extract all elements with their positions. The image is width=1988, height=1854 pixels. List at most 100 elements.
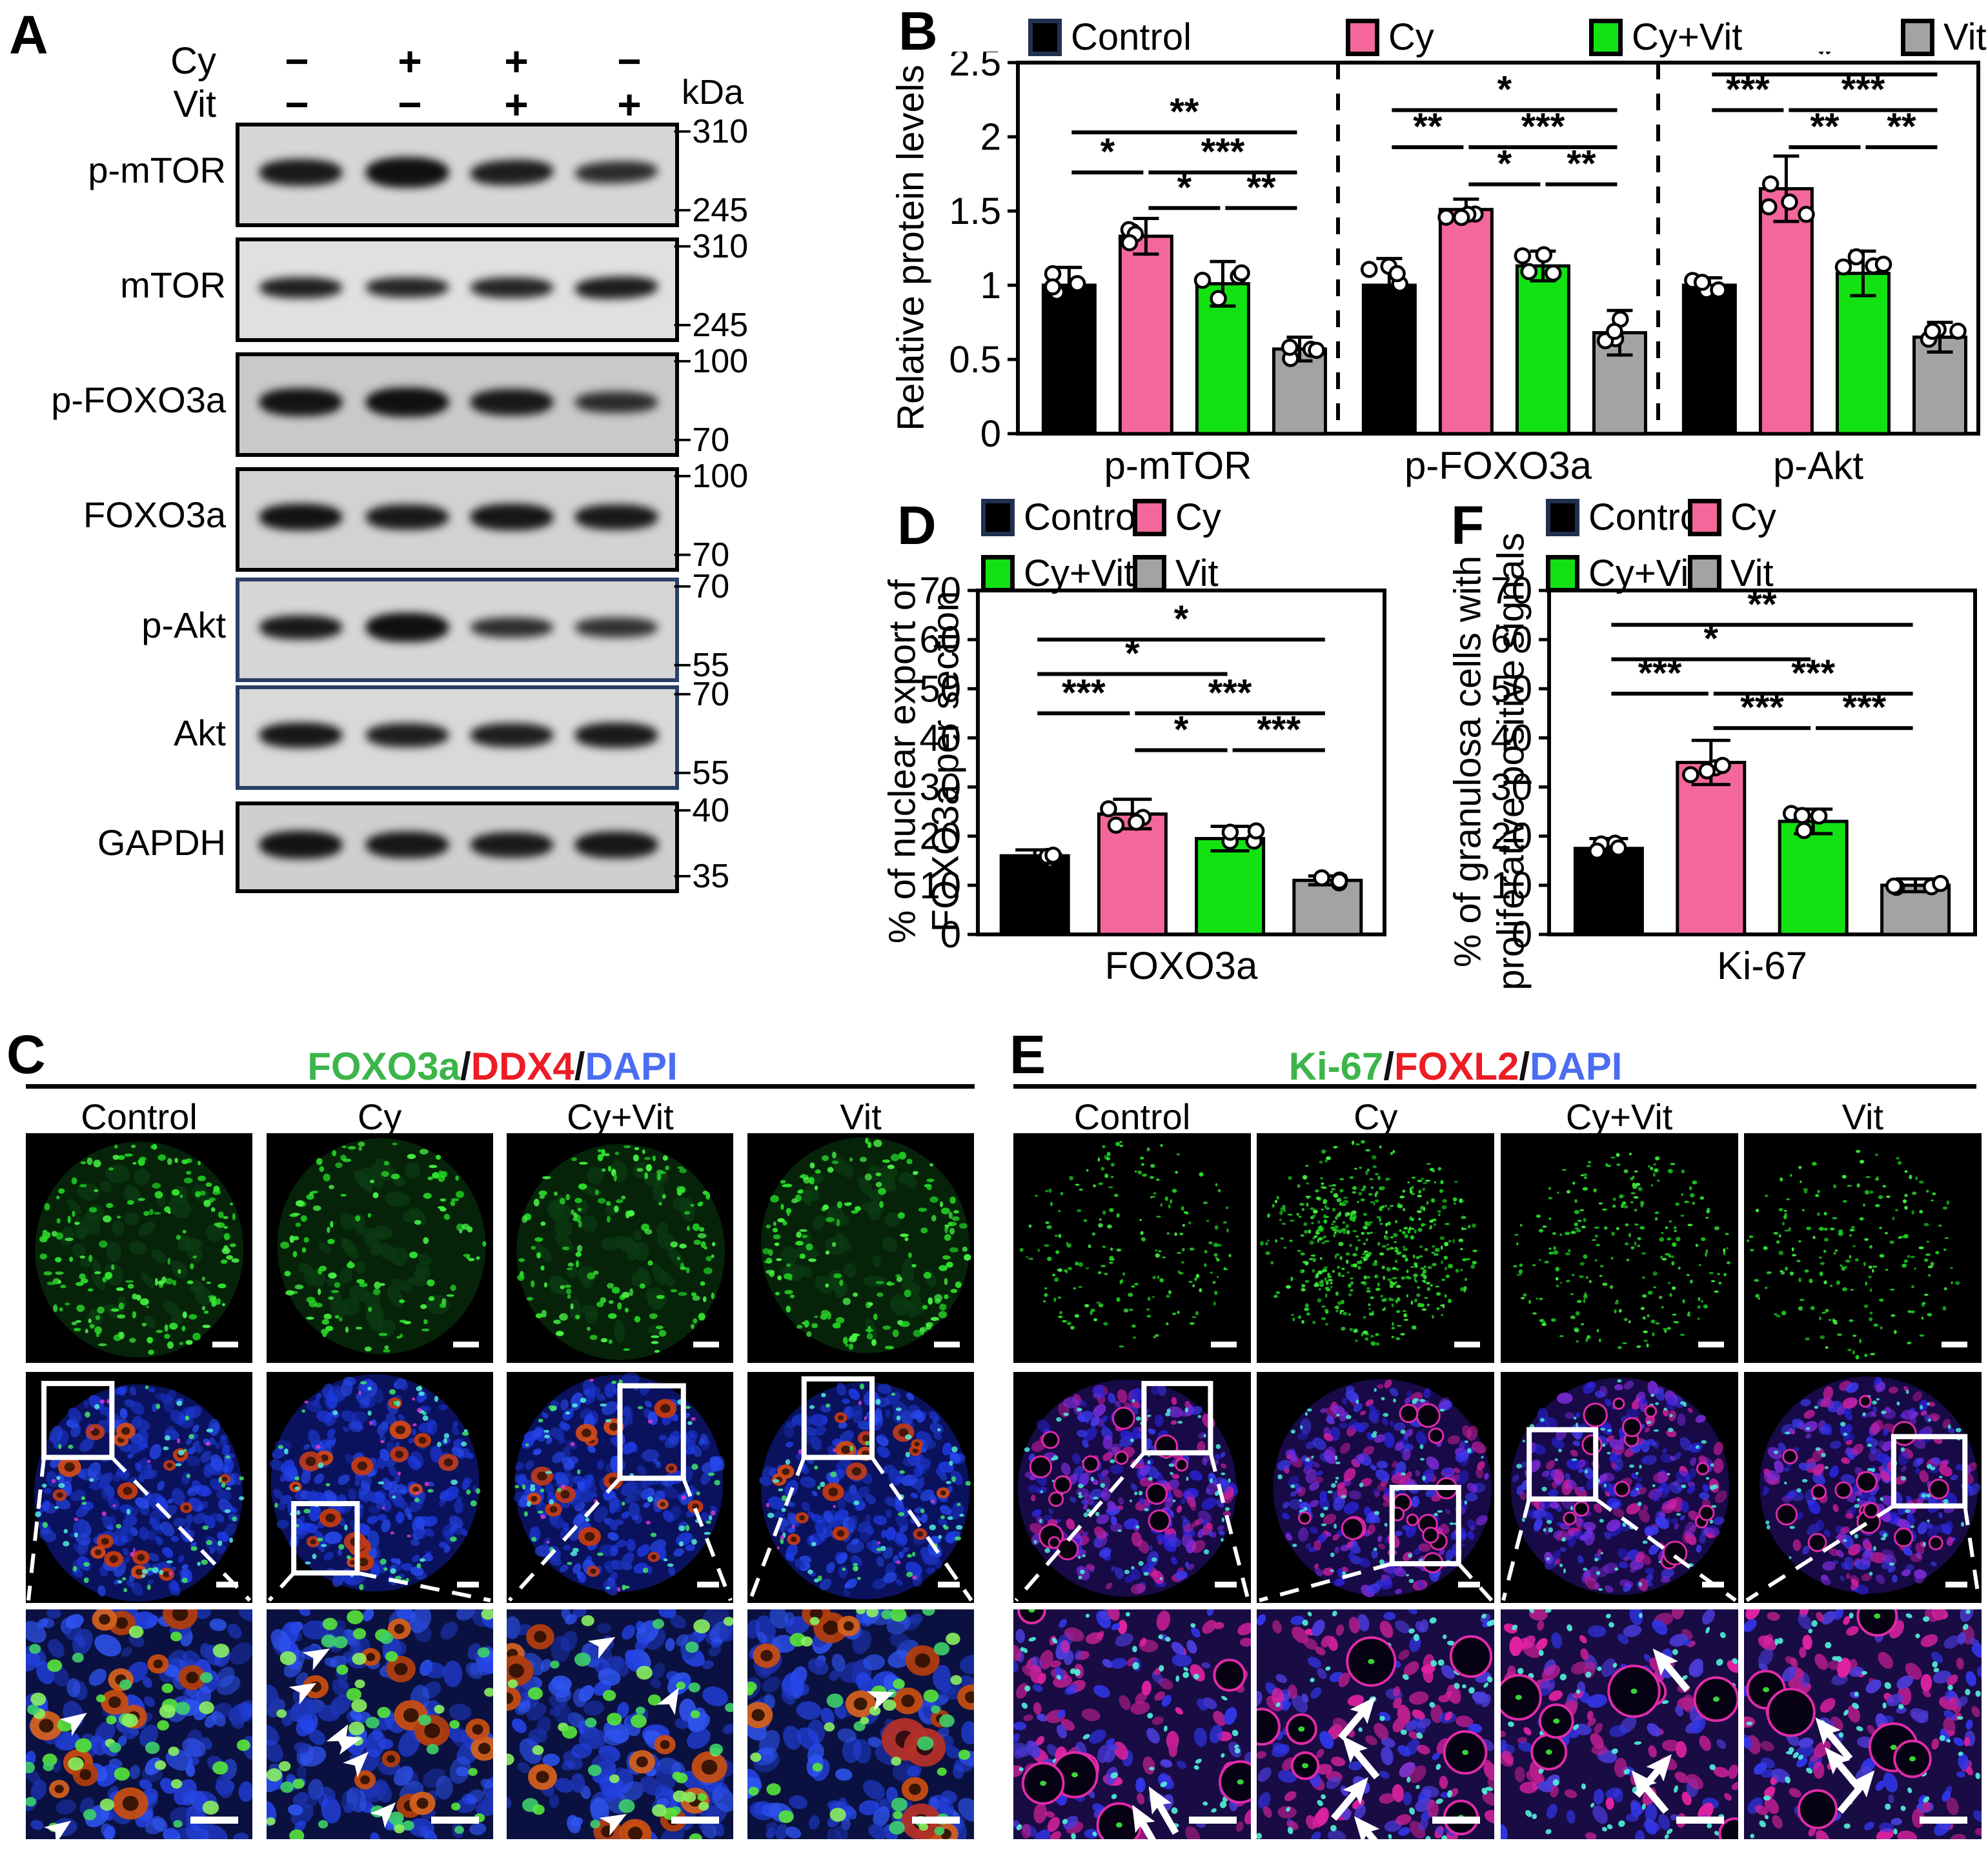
condition-symbol: − bbox=[285, 81, 309, 128]
cell-signal bbox=[1879, 1226, 1882, 1229]
cell-signal bbox=[628, 1442, 638, 1453]
cell-signal bbox=[399, 1488, 408, 1495]
cell-signal bbox=[640, 1283, 646, 1289]
cell-signal bbox=[1884, 1232, 1889, 1234]
cell-signal bbox=[773, 1234, 781, 1240]
cell-signal bbox=[663, 1155, 669, 1161]
cell-signal bbox=[1673, 1226, 1676, 1229]
cell-signal bbox=[296, 1715, 314, 1737]
cell-signal bbox=[1321, 1185, 1324, 1189]
cell-signal bbox=[1903, 1234, 1909, 1239]
cell-signal bbox=[1301, 1287, 1306, 1292]
cell-signal bbox=[325, 1513, 336, 1523]
cell-signal bbox=[1554, 1267, 1559, 1272]
cell-signal bbox=[1559, 1282, 1562, 1284]
column-header-cy-vit: Cy+Vit bbox=[567, 1096, 674, 1137]
cell-signal bbox=[1332, 1269, 1335, 1273]
cell-signal bbox=[332, 1573, 344, 1587]
cell-signal bbox=[1083, 1503, 1088, 1510]
cell-signal bbox=[126, 1508, 131, 1515]
cell-signal bbox=[858, 1176, 873, 1197]
blot-protein-label: p-FOXO3a bbox=[51, 379, 226, 420]
blot-band bbox=[470, 389, 553, 415]
cell-signal bbox=[415, 1386, 422, 1391]
cell-signal bbox=[1424, 1247, 1429, 1251]
cell-signal bbox=[99, 1799, 114, 1811]
cell-signal bbox=[296, 1510, 301, 1515]
cell-signal bbox=[1612, 1197, 1616, 1202]
cell-signal bbox=[560, 1399, 569, 1411]
cell-signal bbox=[160, 1521, 175, 1537]
cell-signal bbox=[937, 1768, 947, 1776]
cell-signal bbox=[824, 1722, 835, 1732]
cell-signal bbox=[778, 1525, 785, 1533]
cell-signal bbox=[1321, 1208, 1324, 1211]
cell-signal bbox=[1951, 1281, 1953, 1284]
cell-signal bbox=[1317, 1270, 1323, 1275]
cell-signal bbox=[837, 1201, 843, 1209]
cell-signal bbox=[1847, 1348, 1852, 1352]
arrowhead-marker bbox=[657, 1688, 680, 1715]
cell-signal bbox=[1915, 1176, 1918, 1180]
cell-signal bbox=[767, 1513, 775, 1518]
cell-signal bbox=[148, 1553, 159, 1562]
cell-signal bbox=[1841, 1174, 1847, 1179]
cell-signal bbox=[450, 1200, 455, 1206]
cell-signal bbox=[330, 1290, 339, 1293]
cell-signal bbox=[67, 1199, 82, 1214]
cell-signal bbox=[680, 1197, 696, 1222]
cell-signal bbox=[918, 1476, 925, 1484]
cell-signal bbox=[292, 1251, 298, 1258]
blot-band bbox=[470, 617, 553, 638]
cell-signal bbox=[858, 1800, 880, 1815]
cell-signal bbox=[950, 1289, 958, 1293]
cell-signal bbox=[1832, 1320, 1838, 1323]
cell-signal bbox=[30, 1779, 47, 1800]
cell-signal bbox=[1755, 1209, 1759, 1213]
cell-signal bbox=[631, 1714, 647, 1728]
cell-signal bbox=[889, 1609, 907, 1622]
cell-signal bbox=[76, 1320, 82, 1323]
cell-signal bbox=[579, 1162, 589, 1165]
cell-signal bbox=[663, 1558, 668, 1562]
cell-signal bbox=[703, 1296, 707, 1302]
cell-signal bbox=[842, 1398, 850, 1404]
cell-signal bbox=[1073, 1287, 1077, 1290]
cell-signal bbox=[1326, 1156, 1332, 1160]
cell-signal bbox=[1355, 1339, 1359, 1342]
cell-signal bbox=[1416, 1293, 1421, 1297]
cell-signal bbox=[1724, 1233, 1729, 1235]
cell-signal bbox=[1362, 1253, 1366, 1255]
cell-signal bbox=[209, 1618, 227, 1631]
cell-signal bbox=[900, 1233, 909, 1237]
cell-signal bbox=[531, 1495, 538, 1502]
cell-signal bbox=[544, 1435, 551, 1439]
cell-signal bbox=[48, 1638, 65, 1658]
cell-signal bbox=[312, 1205, 321, 1211]
cell-signal bbox=[934, 1294, 943, 1302]
cell-signal bbox=[849, 1515, 858, 1526]
cell-signal bbox=[1082, 1531, 1089, 1537]
cell-signal bbox=[136, 1458, 150, 1473]
cell-signal bbox=[1044, 1189, 1049, 1193]
cell-signal bbox=[823, 1620, 839, 1635]
legend-label: Cy+Vit bbox=[1632, 16, 1743, 58]
cell-signal bbox=[1157, 1275, 1160, 1279]
cell-signal bbox=[926, 1322, 934, 1327]
cell-signal bbox=[868, 1824, 888, 1839]
cell-signal bbox=[1776, 1315, 1781, 1318]
cell-signal bbox=[647, 1566, 653, 1574]
kda-marker-top: −40 bbox=[673, 792, 730, 829]
cell-signal bbox=[882, 1237, 898, 1253]
cell-signal bbox=[842, 1298, 851, 1305]
cell-signal bbox=[392, 1400, 398, 1406]
cell-signal bbox=[1441, 1278, 1446, 1282]
cell-signal bbox=[75, 1225, 89, 1239]
cell-signal bbox=[108, 1496, 120, 1511]
cell-signal bbox=[1863, 1204, 1865, 1207]
cell-signal bbox=[1146, 1308, 1150, 1311]
cell-signal bbox=[1289, 1239, 1293, 1242]
cell-signal bbox=[1066, 1321, 1072, 1325]
cell-signal bbox=[411, 1555, 420, 1562]
cell-signal bbox=[405, 1578, 409, 1582]
